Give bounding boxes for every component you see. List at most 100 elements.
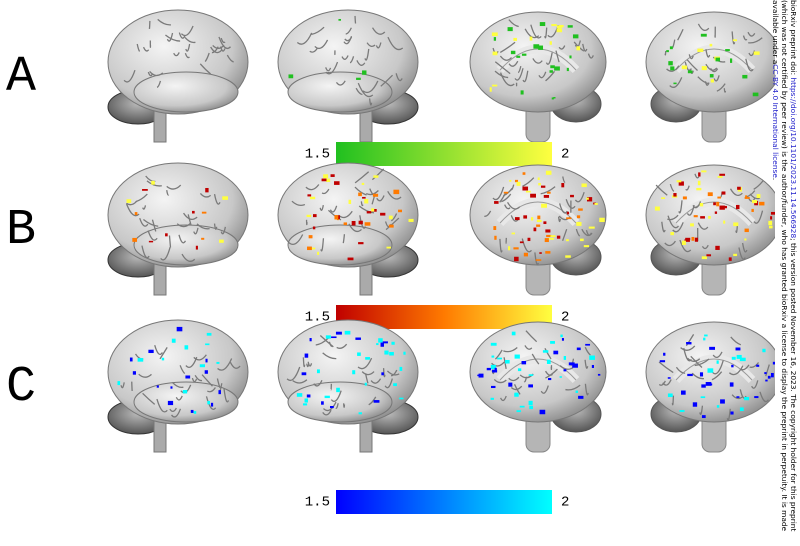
activation-spot (684, 239, 690, 242)
sulcus (169, 407, 177, 412)
sulcus (330, 390, 342, 402)
activation-spot (493, 226, 497, 231)
sulcus (206, 387, 216, 393)
notice-link[interactable]: https://doi.org/10.1101/2023.11.14.56692… (789, 77, 798, 239)
activation-spot (661, 197, 666, 199)
sulcus (540, 385, 549, 394)
activation-spot (545, 251, 551, 254)
sulcus (508, 376, 520, 382)
colorbar-max-label: 2 (561, 310, 569, 326)
sulcus (713, 75, 720, 82)
sulcus (581, 228, 593, 237)
activation-spot (697, 48, 704, 52)
notice-text: (which was not certified by peer review)… (780, 0, 789, 532)
sulcus (220, 226, 226, 235)
activation-spot (701, 66, 707, 71)
activation-spot (519, 405, 525, 408)
activation-spot (700, 396, 706, 399)
activation-spot (566, 239, 569, 242)
sulcus (684, 61, 692, 72)
sulcus (678, 200, 683, 214)
activation-spot (527, 237, 531, 242)
activation-spot (529, 405, 533, 410)
activation-spot (586, 197, 589, 200)
activation-spot (142, 189, 148, 191)
temporal-lobe (287, 381, 393, 423)
sulcus (544, 27, 548, 39)
activation-spot (551, 24, 557, 27)
sulcus (194, 375, 203, 382)
activation-spot (376, 343, 379, 346)
activation-spot (309, 196, 316, 200)
sulcus (341, 55, 349, 60)
temporal-lobe (133, 224, 239, 266)
activation-spot (193, 411, 197, 414)
activation-spot (586, 197, 593, 202)
activation-spot (380, 342, 384, 347)
activation-spot (541, 203, 548, 208)
activation-spot (744, 396, 750, 401)
sulcus (201, 374, 213, 387)
activation-spot (697, 180, 701, 186)
activation-spot (364, 198, 369, 204)
notice-text: bioRxiv preprint doi: (789, 0, 798, 78)
sulcus (395, 73, 403, 82)
activation-spot (566, 211, 570, 215)
sulcus (357, 357, 373, 370)
sulcus (503, 346, 518, 353)
activation-spot (386, 246, 391, 249)
sulcus (335, 80, 346, 86)
sulcus (745, 58, 754, 72)
activation-spot (370, 208, 375, 212)
sulcus (686, 59, 698, 71)
activation-spot (316, 369, 320, 374)
colorbar (336, 142, 552, 166)
sulcus (545, 70, 556, 82)
notice-link[interactable]: CC-BY 4.0 International license (771, 64, 780, 178)
sulcus (747, 197, 756, 202)
sulcus (532, 58, 543, 64)
activation-spot (599, 217, 605, 223)
activation-spot (759, 201, 765, 206)
activation-spot (204, 370, 208, 374)
sulcus (701, 244, 709, 250)
sulcus (142, 392, 156, 405)
activation-spot (304, 398, 308, 403)
activation-spot (707, 368, 714, 373)
notice-line: bioRxiv preprint doi: https://doi.org/10… (789, 0, 798, 546)
activation-spot (516, 181, 521, 186)
colorbar-max-label: 2 (561, 147, 569, 163)
sulcus (193, 354, 207, 361)
sulcus (176, 222, 191, 228)
cortex (645, 164, 775, 266)
sulcus (514, 68, 524, 81)
activation-spot (566, 217, 572, 220)
activation-spot (497, 357, 503, 360)
activation-spot (594, 202, 598, 205)
activation-spot (391, 341, 395, 345)
sulcus (348, 223, 362, 233)
activation-spot (477, 374, 482, 377)
activation-spot (351, 220, 356, 226)
activation-spot (719, 205, 725, 210)
sulcus (336, 343, 348, 349)
activation-spot (491, 355, 495, 358)
sulcus (184, 37, 196, 44)
activation-spot (563, 356, 567, 360)
temporal-lobe (287, 71, 393, 113)
sulcus (699, 405, 704, 415)
activation-spot (696, 187, 702, 191)
activation-spot (312, 226, 316, 230)
sulcus (366, 42, 376, 48)
sulcus (321, 188, 330, 195)
sulcus (751, 380, 759, 389)
activation-spot (580, 238, 584, 242)
sulcus (540, 186, 556, 195)
sulcus (384, 378, 393, 389)
sulcus (376, 195, 385, 202)
sulcus (584, 383, 589, 396)
sulcus (368, 98, 373, 106)
sulcus (385, 217, 400, 231)
sulcus (309, 47, 319, 53)
sulcus (499, 72, 515, 87)
